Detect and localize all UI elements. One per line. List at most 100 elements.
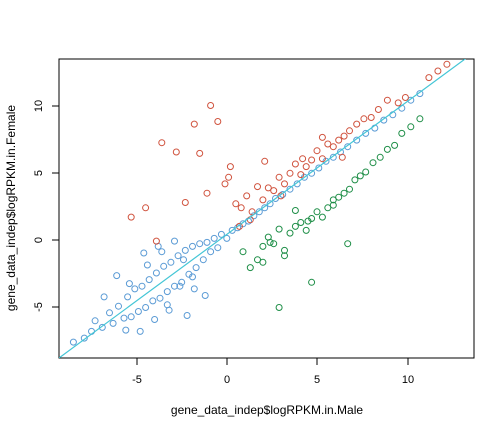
data-point — [248, 208, 256, 216]
data-point — [407, 96, 415, 104]
data-point — [270, 240, 278, 248]
data-point — [207, 248, 215, 256]
data-point — [134, 308, 142, 315]
data-point — [362, 129, 370, 137]
data-point — [171, 282, 178, 290]
data-point — [318, 133, 326, 141]
data-point — [160, 262, 168, 270]
data-point — [214, 118, 222, 125]
data-point — [383, 96, 391, 104]
data-point — [196, 149, 204, 157]
data-point — [259, 258, 267, 266]
data-point — [120, 314, 128, 322]
data-point — [367, 114, 375, 121]
data-point — [291, 207, 299, 214]
data-point — [383, 145, 391, 153]
y-tick-label: 10 — [33, 100, 45, 112]
data-point — [125, 280, 133, 288]
data-point — [98, 323, 106, 331]
data-point — [196, 240, 204, 248]
data-point — [136, 327, 144, 335]
data-point — [346, 185, 353, 193]
data-point — [221, 180, 229, 188]
data-point — [329, 143, 337, 151]
data-point — [210, 234, 218, 242]
data-point — [266, 200, 274, 208]
data-point — [353, 120, 361, 128]
data-point — [401, 94, 409, 101]
x-tick-label: 0 — [224, 374, 230, 386]
data-point — [376, 153, 384, 161]
data-point — [156, 294, 164, 302]
data-point — [131, 285, 139, 293]
data-point — [225, 173, 233, 181]
data-point — [293, 180, 301, 188]
data-point — [391, 141, 399, 149]
data-point — [190, 120, 198, 128]
data-point — [407, 123, 415, 131]
data-point — [106, 309, 113, 317]
data-point — [416, 115, 424, 123]
data-point — [275, 304, 283, 311]
x-tick-label: -5 — [132, 374, 142, 386]
data-point — [226, 163, 234, 171]
data-point — [250, 212, 258, 220]
data-point — [228, 226, 236, 234]
data-point — [308, 156, 316, 164]
data-point — [286, 229, 294, 237]
data-point — [199, 256, 207, 264]
data-point — [394, 99, 402, 107]
data-point — [234, 224, 242, 232]
data-point — [398, 129, 406, 137]
data-point — [344, 240, 352, 248]
data-point — [149, 297, 157, 305]
x-axis-title: gene_data_indep$logRPKM.in.Male — [171, 403, 363, 417]
data-point — [351, 176, 359, 184]
data-point — [346, 127, 353, 135]
data-point — [360, 115, 368, 123]
data-point — [145, 276, 153, 284]
data-point — [318, 155, 326, 163]
data-point — [270, 187, 278, 195]
data-point — [207, 102, 215, 109]
data-point — [239, 248, 247, 256]
data-point — [189, 273, 196, 281]
data-point — [272, 195, 279, 202]
data-point — [190, 285, 198, 293]
data-point — [181, 199, 189, 206]
data-point — [246, 264, 254, 272]
data-point — [369, 159, 377, 167]
data-point — [313, 147, 321, 155]
y-tick-label: -5 — [33, 302, 45, 312]
data-point — [264, 184, 272, 192]
data-point — [143, 261, 151, 269]
data-point — [122, 326, 130, 334]
data-point — [340, 189, 348, 197]
data-point — [277, 192, 285, 200]
data-point — [329, 201, 337, 209]
data-point — [315, 164, 323, 172]
data-point — [353, 136, 361, 144]
data-point — [425, 74, 433, 82]
data-point — [80, 334, 88, 342]
data-point — [140, 249, 148, 257]
data-point — [302, 226, 310, 234]
data-point — [174, 252, 182, 260]
data-point — [313, 208, 321, 216]
data-point — [115, 302, 122, 310]
data-point — [286, 185, 294, 193]
data-point — [362, 168, 370, 176]
data-point — [286, 169, 294, 177]
data-point — [91, 317, 99, 325]
data-point — [163, 288, 171, 296]
data-point — [152, 237, 160, 245]
data-point — [151, 316, 159, 323]
data-point — [176, 282, 184, 290]
data-point — [261, 204, 269, 212]
data-point — [329, 153, 337, 161]
data-point — [113, 272, 121, 280]
data-point — [214, 244, 222, 252]
data-point — [259, 242, 267, 250]
data-point — [261, 157, 269, 165]
y-tick-label: 5 — [33, 170, 45, 176]
